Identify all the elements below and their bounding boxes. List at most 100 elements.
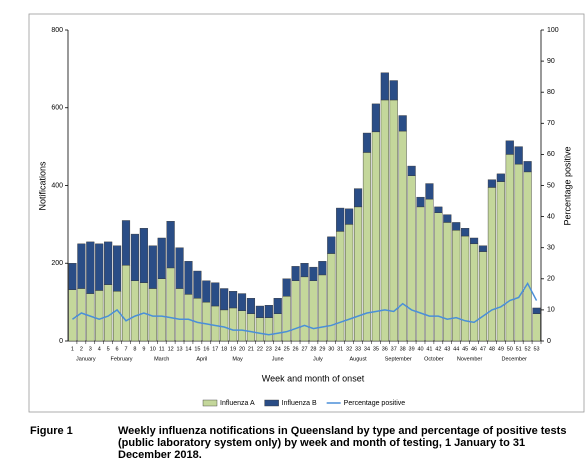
month-label: November — [457, 356, 483, 362]
bar — [148, 245, 157, 289]
bar — [478, 245, 488, 252]
y2-axis-label: Percentage positive — [562, 146, 572, 225]
x-tick-label: 35 — [373, 346, 379, 352]
x-tick-label: 21 — [248, 346, 254, 352]
x-tick-label: 43 — [444, 346, 450, 352]
bar — [407, 175, 416, 342]
bar — [407, 165, 416, 176]
bar — [478, 251, 488, 342]
x-axis-label: Week and month of onset — [262, 373, 365, 383]
x-tick-label: 30 — [328, 346, 334, 352]
x-tick-label: 22 — [257, 346, 263, 352]
bar — [496, 173, 505, 182]
x-tick-label: 44 — [453, 346, 459, 352]
bar — [461, 228, 470, 237]
y-tick-label: 600 — [51, 105, 63, 112]
x-tick-label: 8 — [133, 346, 136, 352]
x-tick-label: 29 — [319, 346, 325, 352]
bar — [514, 163, 523, 342]
x-tick-label: 19 — [230, 346, 236, 352]
y-tick-label: 200 — [51, 260, 63, 267]
month-label: July — [313, 356, 323, 362]
x-tick-label: 14 — [185, 346, 191, 352]
month-label: October — [424, 356, 444, 362]
x-tick-label: 18 — [221, 346, 227, 352]
legend-label: Influenza B — [282, 400, 317, 407]
bar — [95, 243, 104, 291]
caption-text: Weekly influenza notifications in Queens… — [118, 425, 567, 461]
y-tick-label: 400 — [51, 182, 63, 189]
bar — [121, 264, 131, 342]
month-label: December — [502, 356, 528, 362]
bar — [470, 243, 479, 342]
bar — [434, 212, 443, 342]
bar — [95, 290, 104, 342]
x-tick-label: 41 — [426, 346, 432, 352]
x-tick-label: 36 — [382, 346, 388, 352]
x-tick-label: 23 — [266, 346, 272, 352]
x-tick-label: 26 — [293, 346, 299, 352]
bar — [139, 282, 148, 342]
x-tick-label: 25 — [284, 346, 290, 352]
month-label: March — [154, 356, 169, 362]
bar — [113, 245, 122, 292]
bar — [532, 307, 541, 314]
x-tick-label: 50 — [507, 346, 513, 352]
bar — [398, 115, 407, 132]
bar — [77, 243, 86, 289]
x-tick-label: 53 — [533, 346, 539, 352]
y-tick-label: 0 — [59, 338, 63, 345]
bar — [309, 266, 318, 281]
bar — [255, 305, 264, 318]
y2-tick-label: 90 — [547, 58, 555, 65]
x-tick-label: 6 — [116, 346, 119, 352]
bar — [380, 99, 389, 342]
y2-tick-label: 20 — [547, 276, 555, 283]
x-tick-label: 32 — [346, 346, 352, 352]
month-label: April — [196, 356, 207, 362]
bar — [345, 208, 354, 225]
bar — [353, 206, 363, 342]
bar — [443, 214, 452, 223]
bar — [229, 307, 238, 342]
month-label: January — [76, 356, 96, 362]
x-tick-label: 16 — [203, 346, 209, 352]
x-tick-label: 15 — [194, 346, 200, 352]
bar — [425, 198, 434, 342]
bar — [246, 313, 256, 342]
bar — [211, 305, 220, 342]
bar — [193, 298, 202, 342]
bar — [327, 236, 336, 254]
legend-label: Influenza A — [220, 400, 255, 407]
bar — [113, 291, 122, 342]
y2-tick-label: 50 — [547, 182, 555, 189]
x-tick-label: 42 — [435, 346, 441, 352]
bar — [184, 294, 193, 342]
x-tick-label: 3 — [89, 346, 92, 352]
bar — [362, 132, 372, 153]
x-tick-label: 37 — [391, 346, 397, 352]
x-tick-label: 51 — [516, 346, 522, 352]
bar — [371, 131, 380, 342]
y-tick-label: 800 — [51, 27, 63, 34]
bar — [166, 221, 175, 269]
bar — [175, 247, 184, 289]
bar — [505, 140, 514, 155]
month-label: August — [349, 356, 367, 362]
bar — [220, 309, 229, 342]
bar — [157, 237, 166, 279]
bar — [327, 253, 336, 342]
bar — [523, 161, 532, 173]
bar — [434, 206, 443, 213]
bar — [193, 270, 202, 299]
y2-tick-label: 60 — [547, 151, 555, 158]
x-tick-label: 12 — [168, 346, 174, 352]
x-tick-label: 11 — [159, 346, 165, 352]
y2-tick-label: 30 — [547, 245, 555, 252]
bar — [291, 266, 300, 281]
bar — [255, 317, 264, 342]
chart-frame — [28, 13, 585, 413]
bar — [68, 263, 77, 290]
bar — [470, 237, 479, 245]
